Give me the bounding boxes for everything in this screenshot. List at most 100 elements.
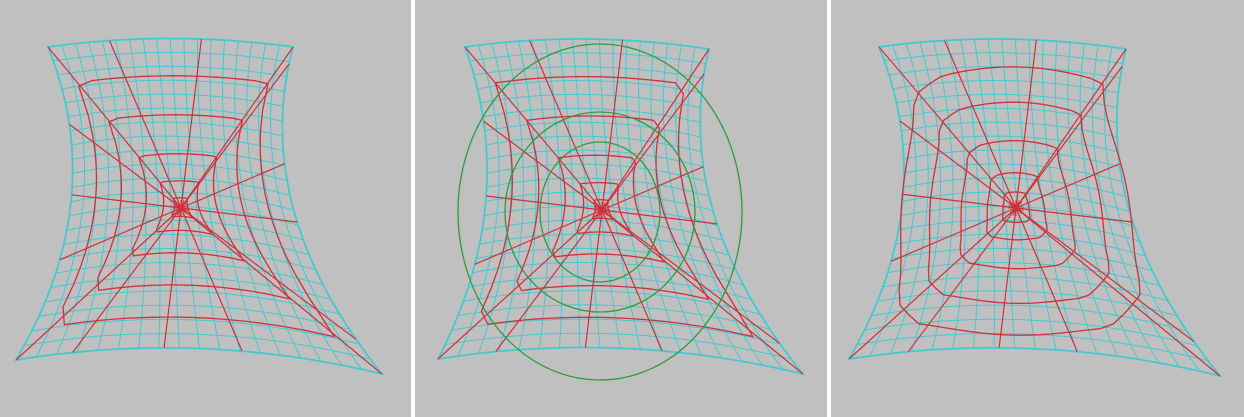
center-spoke — [1015, 207, 1024, 212]
mesh-line-vertical — [1042, 40, 1098, 354]
mesh-line-horizontal — [884, 52, 1123, 65]
mesh-line-horizontal — [72, 163, 288, 181]
radial-spoke — [180, 163, 285, 209]
center-spoke — [1012, 200, 1017, 209]
radial-spoke — [108, 40, 182, 209]
radial-spoke — [601, 209, 663, 352]
mesh-line-horizontal — [479, 233, 730, 256]
mesh-line-horizontal — [484, 121, 701, 138]
radial-spoke — [437, 209, 603, 360]
center-spoke — [601, 209, 610, 214]
radial-spoke — [1015, 66, 1123, 209]
center-spoke — [1015, 200, 1020, 209]
mesh-line-horizontal — [31, 318, 360, 345]
radial-spoke — [1015, 48, 1127, 209]
center-spoke — [180, 200, 185, 209]
center-spoke — [180, 204, 189, 209]
center-spoke — [1008, 207, 1017, 212]
mesh-line-horizontal — [871, 304, 1187, 332]
mesh-line-horizontal — [469, 52, 706, 65]
radial-spoke — [1015, 207, 1133, 223]
center-spoke — [180, 201, 188, 209]
radial-spoke — [180, 207, 357, 340]
mesh-line-horizontal — [66, 219, 304, 241]
center-spoke — [601, 206, 610, 211]
mesh-line-horizontal — [477, 79, 702, 94]
radial-ring — [927, 101, 1110, 305]
mesh-line-horizontal — [898, 219, 1140, 242]
mesh-line-horizontal — [901, 121, 1118, 138]
overlay-circle — [539, 141, 661, 283]
radial-ring — [551, 154, 666, 263]
center-spoke — [1009, 201, 1017, 209]
center-spoke — [180, 207, 188, 215]
radial-ring — [1002, 191, 1031, 224]
mesh-line-vertical — [572, 38, 601, 348]
center-spoke — [1015, 204, 1024, 209]
mesh-line-vertical — [35, 45, 85, 358]
mesh-line-horizontal — [896, 93, 1118, 109]
mesh-line-horizontal — [57, 65, 287, 78]
radial-spoke — [180, 207, 298, 223]
mesh-line-horizontal — [895, 233, 1146, 257]
radial-spoke — [601, 40, 624, 211]
radial-spoke — [1015, 207, 1195, 343]
radial-spoke — [180, 207, 383, 375]
center-spoke — [601, 202, 606, 211]
radial-spoke — [180, 38, 202, 209]
radial-ring — [516, 115, 710, 301]
mesh-line-horizontal — [487, 163, 707, 182]
mesh-line-horizontal — [468, 276, 752, 301]
center-spoke — [598, 209, 603, 218]
mesh-line-horizontal — [476, 247, 736, 271]
radial-spoke — [71, 194, 182, 209]
mesh-line-horizontal — [70, 121, 283, 137]
panel-circular-rings — [831, 0, 1244, 417]
overlay-circle — [504, 111, 696, 313]
radial-ring — [156, 180, 214, 236]
center-spoke — [173, 207, 182, 212]
mesh-line-vertical — [662, 43, 743, 362]
mesh-line-horizontal — [486, 177, 710, 197]
radial-ring — [62, 75, 336, 338]
center-spoke — [1015, 207, 1020, 216]
mesh-line-horizontal — [887, 262, 1161, 287]
radial-spoke — [464, 46, 603, 211]
radial-ring — [131, 153, 246, 262]
radial-spoke — [529, 40, 603, 211]
center-spoke — [174, 207, 182, 215]
mesh-line-horizontal — [50, 276, 332, 300]
radial-ring — [959, 140, 1076, 270]
center-spoke — [180, 207, 189, 212]
center-spoke — [601, 209, 606, 218]
center-spoke — [1015, 207, 1023, 215]
mesh-line-horizontal — [485, 191, 714, 212]
panel-distorted-rings-with-circles — [415, 0, 827, 417]
mesh-line-horizontal — [486, 135, 702, 153]
mesh-line-horizontal — [457, 304, 771, 330]
mesh-line-horizontal — [55, 262, 324, 286]
mesh-line-horizontal — [65, 93, 284, 107]
mesh-line-horizontal — [903, 149, 1121, 168]
radial-spoke — [601, 48, 710, 211]
radial-spoke — [47, 46, 182, 209]
radial-spoke — [72, 207, 182, 353]
panel-distorted-rings — [0, 0, 411, 417]
radial-spoke — [1015, 163, 1120, 209]
radial-spoke — [1015, 207, 1078, 352]
radial-spoke — [180, 207, 243, 352]
radial-spoke — [163, 207, 182, 348]
mesh-line-horizontal — [882, 276, 1169, 302]
center-spoke — [174, 201, 182, 209]
radial-ring — [986, 172, 1048, 241]
mesh-line-horizontal — [24, 333, 371, 360]
radial-spoke — [601, 209, 780, 344]
center-spoke — [1008, 204, 1017, 209]
mesh-line-horizontal — [38, 304, 350, 330]
radial-ring — [480, 75, 755, 338]
radial-spoke — [584, 209, 603, 348]
radial-spoke — [483, 120, 603, 211]
mesh-line-horizontal — [63, 233, 310, 256]
radial-spoke — [878, 46, 1017, 209]
center-spoke — [601, 203, 609, 211]
